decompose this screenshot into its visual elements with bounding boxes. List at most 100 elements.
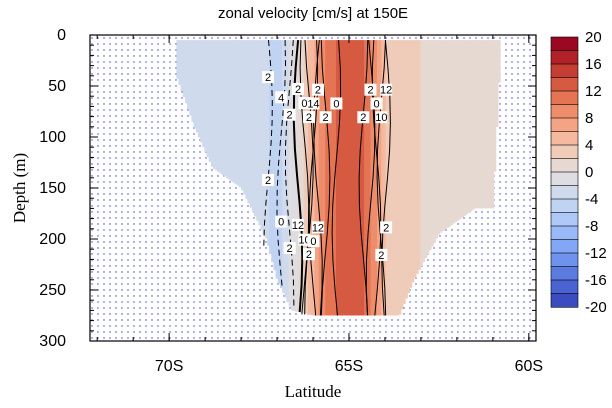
field-cell [307, 40, 311, 315]
field-cell [189, 40, 193, 116]
field-cell [200, 40, 203, 143]
colorbar-box [550, 293, 579, 308]
colorbar-box [550, 50, 579, 65]
contour-label: 2 [283, 241, 296, 255]
colorbar-tick-label: 4 [585, 137, 593, 154]
field-cell [176, 40, 180, 79]
svg-text:2: 2 [295, 84, 301, 96]
field-cell [420, 40, 423, 267]
field-cell [424, 40, 428, 259]
colorbar-tick-label: 0 [585, 164, 593, 181]
field-cell [275, 40, 279, 279]
colorbar-box [550, 131, 579, 146]
contour-line [276, 40, 287, 289]
field-cell [251, 40, 255, 213]
field-cell [264, 40, 268, 239]
field-cell [387, 40, 391, 316]
contour-label: 14 [307, 97, 320, 110]
contour-label: 2 [302, 248, 315, 261]
field-cell [230, 40, 234, 182]
contour-label: 2 [375, 248, 388, 262]
field-cell [262, 40, 266, 234]
colorbar-box [550, 266, 579, 281]
y-tick-label: 150 [39, 180, 66, 197]
field-cell [379, 40, 382, 316]
svg-text:2: 2 [306, 249, 312, 261]
colorbar-box [550, 252, 579, 268]
field-cell [297, 40, 300, 313]
field-cell [450, 40, 454, 225]
field-cell [254, 40, 257, 217]
field-cell [238, 40, 242, 188]
field-cell [184, 40, 188, 104]
field-cell [467, 40, 471, 213]
svg-text:2: 2 [323, 112, 329, 124]
field-cell [409, 40, 413, 288]
colorbar-box [550, 171, 579, 187]
svg-text:2: 2 [378, 250, 384, 262]
field-cell [405, 40, 408, 299]
field-cell [338, 40, 341, 316]
field-cell [446, 40, 449, 229]
field-cell [374, 40, 378, 316]
field-cell [428, 40, 432, 251]
field-cell [372, 40, 376, 316]
field-cell [456, 40, 460, 221]
colorbar-tick-label: -16 [585, 272, 607, 289]
field-cell [351, 40, 354, 316]
field-cell [329, 40, 333, 316]
field-cell [398, 40, 402, 315]
svg-text:0: 0 [310, 236, 316, 248]
field-cell [331, 40, 335, 316]
y-tick-label: 50 [48, 78, 66, 95]
svg-text:2: 2 [315, 85, 321, 97]
svg-text:0: 0 [301, 98, 307, 110]
contour-label: 12 [292, 218, 304, 232]
field-cell [256, 40, 259, 221]
field-cell [269, 40, 272, 254]
svg-text:2: 2 [306, 112, 312, 124]
field-cell [327, 40, 331, 316]
field-cell [437, 40, 441, 235]
field-cell [325, 40, 328, 316]
field-cell [497, 40, 501, 83]
field-cell [480, 40, 484, 209]
field-cell [219, 40, 223, 174]
field-cell [299, 40, 303, 313]
colorbar-box [550, 212, 579, 227]
field-cell [236, 40, 240, 186]
field-cell [478, 40, 482, 209]
contour-label: 2 [380, 221, 393, 234]
field-cell [355, 40, 359, 316]
field-cell [439, 40, 443, 233]
field-cell [359, 40, 363, 316]
field-cell [389, 40, 393, 316]
colorbar-box [550, 36, 579, 52]
svg-text:0: 0 [278, 217, 284, 229]
y-tick-label: 250 [39, 282, 66, 299]
colorbar-box [550, 117, 579, 133]
field-cell [484, 40, 488, 209]
field-cell [197, 40, 201, 138]
svg-text:4: 4 [278, 92, 284, 104]
contour-label: 2 [283, 108, 296, 122]
field-cell [340, 40, 344, 316]
field-cell [474, 40, 477, 209]
x-tick-label: 60S [515, 358, 543, 375]
field-cell [241, 40, 244, 191]
contour-label: 12 [312, 221, 324, 234]
svg-text:12: 12 [312, 222, 324, 234]
field-cell [221, 40, 225, 175]
svg-text:0: 0 [333, 98, 339, 110]
field-cell [210, 40, 214, 167]
field-cell [493, 40, 497, 172]
field-cell [217, 40, 221, 172]
field-cell [266, 40, 270, 246]
field-cell [312, 40, 316, 316]
field-cell [310, 40, 313, 316]
field-cell [487, 40, 490, 209]
colorbar-tick-label: 16 [585, 56, 602, 73]
contour-line [304, 40, 314, 315]
